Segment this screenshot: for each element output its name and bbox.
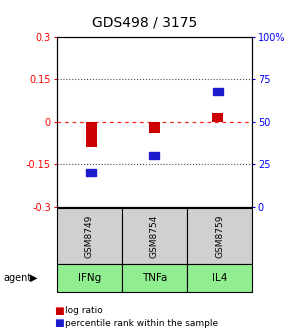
Text: TNFa: TNFa <box>142 273 167 283</box>
Bar <box>213 88 223 95</box>
Text: IFNg: IFNg <box>77 273 101 283</box>
Bar <box>149 152 160 159</box>
Text: agent: agent <box>3 273 31 283</box>
Text: ■: ■ <box>54 318 64 328</box>
Text: GSM8754: GSM8754 <box>150 214 159 258</box>
Bar <box>149 122 160 133</box>
Bar <box>212 113 223 122</box>
Text: log ratio: log ratio <box>65 306 103 315</box>
Text: GDS498 / 3175: GDS498 / 3175 <box>93 15 197 29</box>
Bar <box>86 122 97 147</box>
Bar <box>86 169 96 176</box>
Text: GSM8759: GSM8759 <box>215 214 224 258</box>
Text: ▶: ▶ <box>30 273 37 283</box>
Text: ■: ■ <box>54 306 64 316</box>
Text: IL4: IL4 <box>212 273 227 283</box>
Text: percentile rank within the sample: percentile rank within the sample <box>65 319 218 328</box>
Text: GSM8749: GSM8749 <box>85 214 94 258</box>
